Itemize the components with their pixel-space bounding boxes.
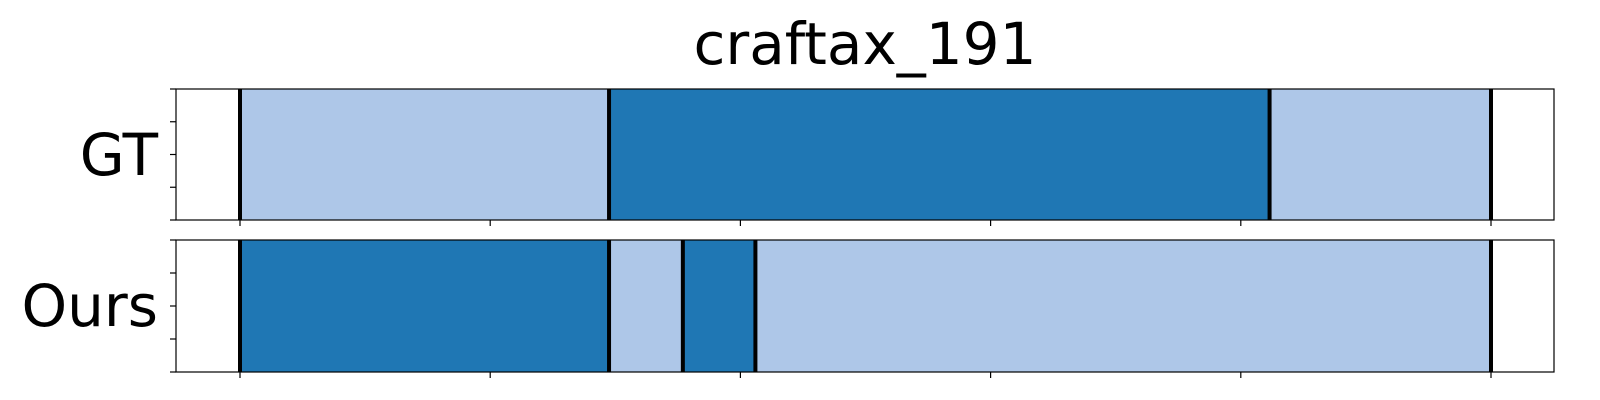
- segment-ours-0: [240, 240, 610, 372]
- row-label-ours: Ours: [22, 272, 158, 340]
- segment-gt-0: [240, 89, 610, 220]
- segment-ours-2: [682, 240, 756, 372]
- row-ours: Ours: [22, 239, 1555, 378]
- segment-ours-1: [609, 240, 683, 372]
- segment-gt-2: [1269, 89, 1491, 220]
- segment-gt-1: [609, 89, 1270, 220]
- chart-title: craftax_191: [694, 10, 1037, 78]
- segment-ours-3: [755, 240, 1491, 372]
- row-gt: GT: [80, 88, 1555, 226]
- row-label-gt: GT: [80, 121, 159, 189]
